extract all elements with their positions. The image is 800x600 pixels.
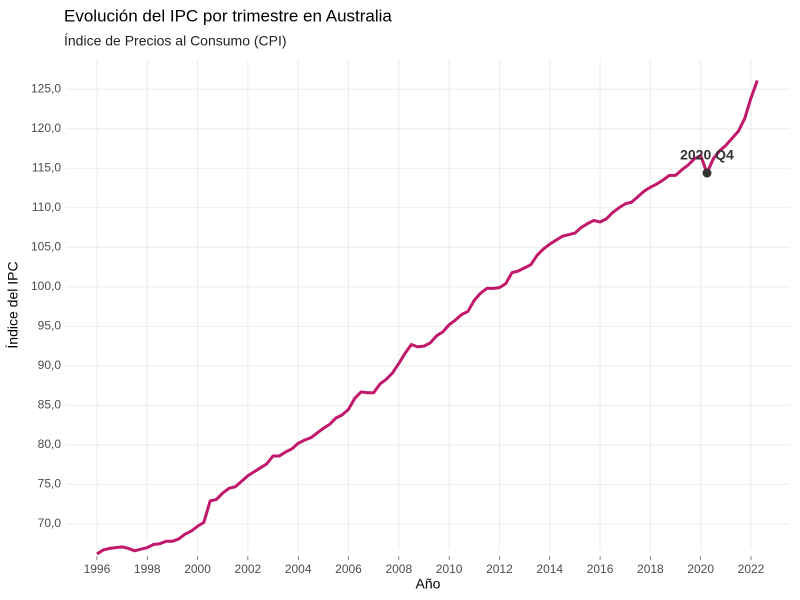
x-tick-label: 2014 xyxy=(536,562,563,576)
y-tick-label: 75,0 xyxy=(38,477,62,491)
y-tick-label: 115,0 xyxy=(32,160,61,174)
x-axis-label: Año xyxy=(416,576,441,592)
y-tick-label: 95,0 xyxy=(38,319,62,333)
x-tick-label: 2004 xyxy=(285,562,312,576)
y-tick-label: 100,0 xyxy=(31,279,61,293)
x-tick-label: 2000 xyxy=(184,562,211,576)
y-axis-label: Índice del IPC xyxy=(5,261,21,348)
y-tick-label: 120,0 xyxy=(31,121,61,135)
y-tick-label: 110,0 xyxy=(32,200,61,214)
y-tick-label: 90,0 xyxy=(38,358,62,372)
x-tick-label: 2008 xyxy=(385,562,412,576)
y-tick-label: 80,0 xyxy=(38,437,62,451)
x-tick-label: 2022 xyxy=(738,562,765,576)
x-tick-label: 2006 xyxy=(335,562,362,576)
data-line xyxy=(96,80,759,556)
x-tick-label: 2010 xyxy=(436,562,463,576)
x-tick-label: 1998 xyxy=(134,562,161,576)
x-tick-label: 2012 xyxy=(486,562,513,576)
y-tick-label: 125,0 xyxy=(31,81,61,95)
chart-title: Evolución del IPC por trimestre en Austr… xyxy=(64,6,392,25)
x-tick-label: 2020 xyxy=(687,562,714,576)
x-tick-label: 2002 xyxy=(235,562,262,576)
annotation-label: 2020 Q4 xyxy=(680,147,734,163)
y-tick-label: 105,0 xyxy=(31,239,61,253)
x-tick-label: 1996 xyxy=(84,562,111,576)
y-tick-label: 70,0 xyxy=(38,516,62,530)
x-tick-label: 2016 xyxy=(587,562,614,576)
y-tick-label: 85,0 xyxy=(38,398,62,412)
annotation-point xyxy=(702,168,712,178)
chart-subtitle: Índice de Precios al Consumo (CPI) xyxy=(64,33,287,49)
x-tick-label: 2018 xyxy=(637,562,664,576)
